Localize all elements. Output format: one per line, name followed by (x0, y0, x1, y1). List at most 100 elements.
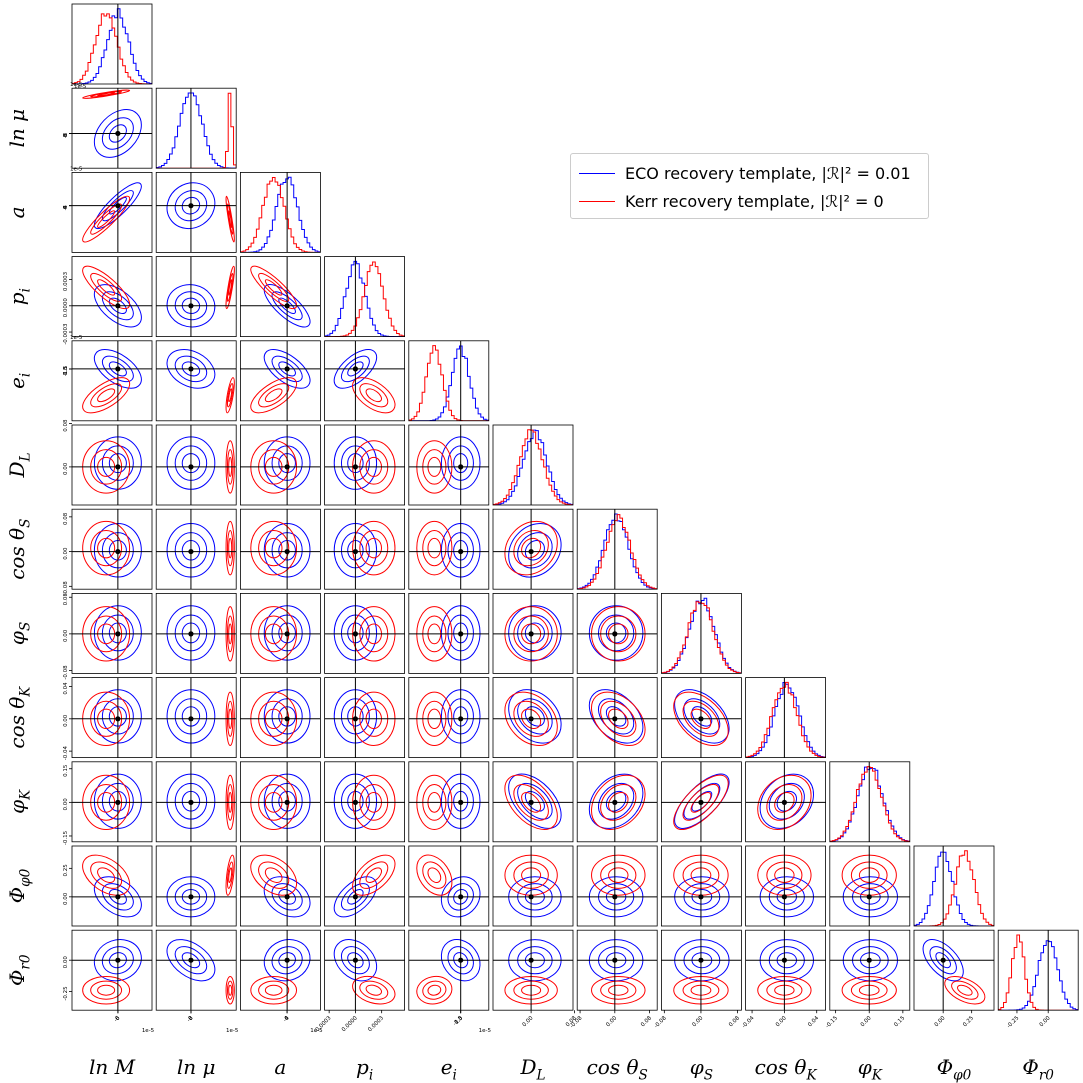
panel-frame (155, 845, 237, 927)
panel-content (240, 761, 321, 842)
contour-eco-level-2 (683, 698, 721, 735)
panel-frame (239, 508, 321, 590)
y-tick-label-phi_K: -0.15 (63, 830, 69, 845)
panel-content (408, 340, 489, 421)
panel-frame (913, 929, 995, 1011)
histogram-kerr (408, 345, 489, 421)
contour-eco-level-2 (174, 190, 208, 222)
truth-marker (115, 799, 121, 805)
contour-kerr-level-2 (90, 980, 123, 1000)
panel-content (661, 761, 742, 842)
contour-panel-phi_S-vs-lnM (71, 593, 153, 674)
panel-content (240, 509, 321, 590)
panel-content (745, 930, 826, 1011)
truth-marker (115, 894, 121, 900)
contour-kerr-level-1 (228, 867, 233, 883)
panel-content (72, 4, 152, 84)
contour-kerr-level-2 (359, 529, 389, 567)
panel-frame (408, 677, 490, 758)
y-tick-label-cos_theta_K: -0.04 (63, 746, 69, 761)
y-axis-label-lnmu-main: ln μ (5, 109, 29, 148)
contour-panel-D_L-vs-e_i (408, 424, 490, 506)
x-tick-label-phi_K: 0.00 (860, 1015, 873, 1028)
truth-marker (188, 303, 194, 309)
panel-frame (155, 929, 237, 1011)
x-axis-label-cos_theta_S-main: cos θ (587, 1055, 639, 1079)
panel-content (829, 761, 910, 842)
contour-eco-level-1 (181, 952, 201, 969)
panel-frame (492, 929, 574, 1011)
y-tick-label-phi_K: 0.15 (63, 764, 69, 777)
panel-content (324, 593, 405, 674)
truth-marker (188, 203, 194, 209)
contour-eco-level-3 (166, 284, 216, 328)
contour-kerr-level-3 (82, 520, 131, 576)
contour-kerr-level-2 (90, 383, 123, 408)
contour-panel-phi_K-vs-phi_S (661, 761, 742, 843)
panel-content (72, 677, 152, 758)
contour-eco-level-2 (768, 782, 805, 820)
x-tick-label-a: -4 (282, 1015, 290, 1023)
panel-frame (661, 677, 742, 758)
truth-marker (188, 548, 194, 555)
truth-marker (352, 894, 359, 900)
contour-panel-Phi_phi0-vs-a (239, 845, 321, 927)
panel-content (745, 761, 826, 842)
contour-kerr-level-3 (591, 691, 646, 746)
contour-kerr-level-1 (228, 537, 233, 559)
x-axis-label-Phi_r0-sub: r0 (1039, 1068, 1054, 1083)
x-tick-label-phi_K: 0.15 (893, 1015, 906, 1028)
contour-kerr-level-1 (228, 388, 233, 403)
contour-kerr-level-3 (416, 520, 453, 576)
y-axis-label-phi_K: φK (5, 789, 34, 814)
x-tick-label-phi_K: -0.15 (825, 1015, 840, 1030)
y-axis-label-lnmu: ln μ (5, 109, 29, 148)
contour-eco-level-3 (508, 523, 562, 578)
x-axis-label-p_i: pi (356, 1055, 373, 1083)
truth-marker (188, 894, 194, 900)
contour-kerr-level-1 (608, 792, 629, 813)
contour-kerr-level-3 (225, 195, 235, 243)
histogram-kerr (72, 13, 152, 84)
contour-kerr-level-1 (97, 92, 116, 97)
contour-eco-level-2 (929, 946, 957, 975)
panel-content (745, 677, 826, 758)
panel-frame (71, 3, 153, 85)
y-tick-label-e_i: 0.0 (63, 366, 69, 375)
x-axis-label-Phi_phi0-main: Φ (937, 1055, 953, 1079)
panel-content (493, 509, 573, 590)
contour-panel-phi_K-vs-lnM (71, 761, 153, 843)
y-tick-label-p_i: -0.0003 (63, 323, 69, 345)
contour-panel-Phi_r0-vs-phi_K (829, 929, 911, 1011)
panel-frame (324, 593, 406, 674)
contour-eco-level-2 (447, 946, 474, 975)
y-axis-label-cos_theta_S-main: cos θ (5, 528, 29, 580)
y-axis-label-Phi_phi0: Φφ0 (5, 868, 34, 903)
contour-panel-phi_S-vs-p_i (324, 593, 406, 674)
y-axis-label-Phi_phi0-main: Φ (5, 887, 29, 903)
x-axis-label-cos_theta_K-sub: K (805, 1068, 817, 1083)
y-axis-label-cos_theta_K: cos θK (5, 686, 34, 749)
y-axis-label-e_i-main: e (5, 377, 29, 389)
panel-content (240, 340, 321, 421)
y-offset-label-a: 1e-5 (70, 166, 83, 172)
y-tick-label-phi_S: -0.08 (63, 665, 69, 680)
contour-eco-level-1 (278, 361, 296, 377)
contour-kerr-level-1 (264, 388, 283, 403)
contour-kerr-level-1 (97, 210, 116, 228)
panel-content (745, 846, 826, 926)
contour-eco-level-2 (517, 698, 553, 735)
contour-eco-level-2 (271, 291, 303, 321)
truth-marker (458, 464, 464, 470)
panel-frame (576, 677, 658, 758)
panel-frame (576, 845, 658, 927)
contour-panel-a-vs-lnM (71, 171, 153, 253)
y-tick-label-Phi_r0: 0.00 (63, 956, 69, 969)
histogram-panel-cos_theta_S (576, 508, 658, 590)
contour-kerr-level-1 (264, 279, 283, 296)
panel-content (829, 930, 910, 1011)
x-tick-label-cos_theta_K: 0.00 (775, 1015, 788, 1028)
x-offset-label-lnM: 1e-5 (142, 1028, 155, 1034)
contour-kerr-level-3 (352, 520, 396, 576)
y-tick-label-cos_theta_S: 0.08 (63, 512, 69, 525)
